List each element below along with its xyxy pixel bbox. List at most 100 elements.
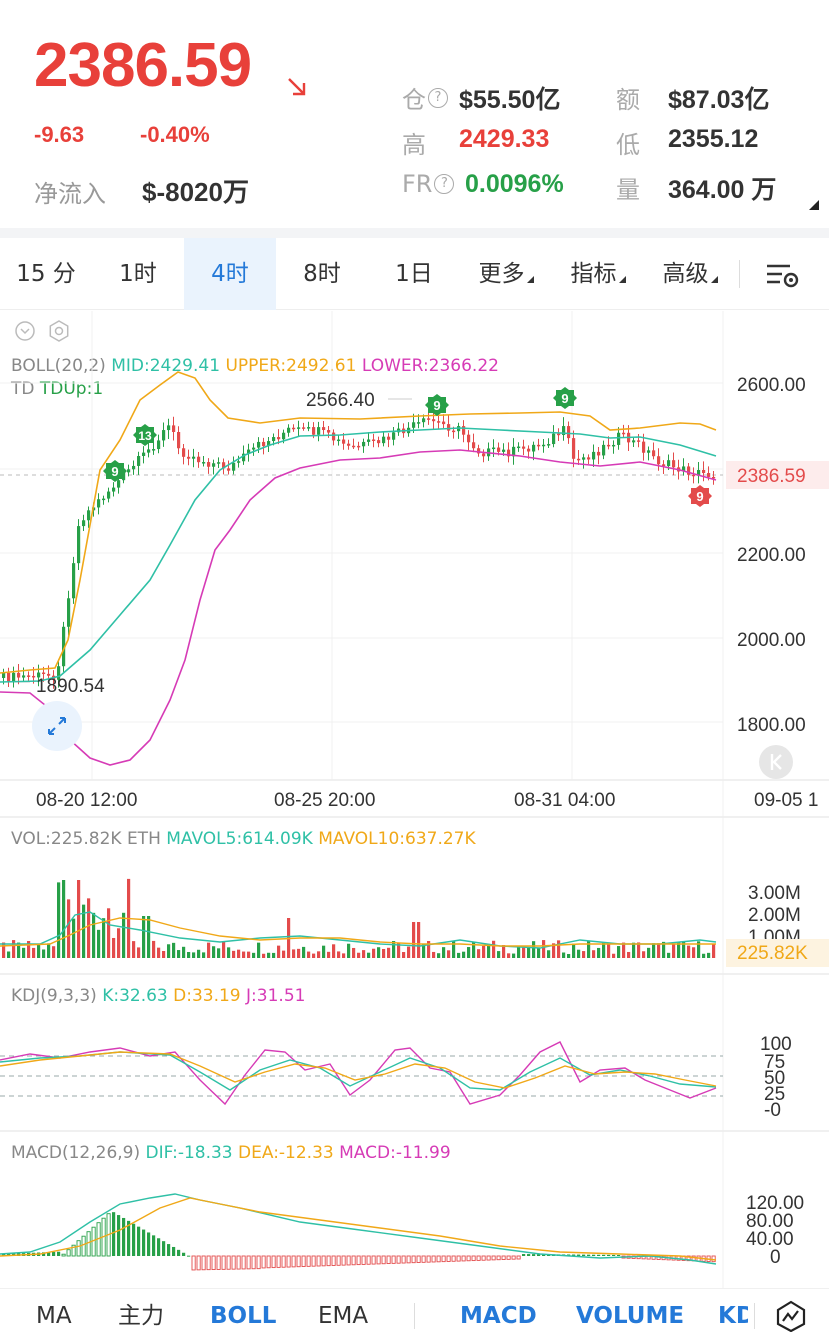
price-tick: 1800.00	[737, 715, 806, 736]
candle	[62, 626, 66, 667]
volume-bar	[122, 912, 126, 958]
funding-rate-value: 0.0096%	[465, 170, 564, 198]
candle	[437, 421, 441, 423]
tab-15m[interactable]: 15 分	[16, 261, 76, 287]
macd-bar	[296, 1255, 301, 1268]
kdj-tick: -0	[764, 1100, 781, 1121]
candle	[662, 464, 666, 467]
help-icon[interactable]: ?	[428, 87, 448, 108]
tab-indicators[interactable]: 指标	[552, 238, 644, 310]
macd-bar	[152, 1235, 156, 1256]
macd-bar	[167, 1244, 171, 1256]
candle	[47, 673, 51, 676]
candle	[702, 469, 706, 474]
volume-bar	[52, 946, 56, 958]
boll-lower-line	[0, 449, 717, 766]
mavol10-line	[0, 917, 716, 947]
candle	[342, 439, 346, 444]
tab-1h[interactable]: 1时	[119, 261, 157, 287]
indicator-kdj[interactable]: KD	[718, 1303, 748, 1329]
macd-bar	[617, 1254, 621, 1256]
candle	[577, 458, 581, 461]
chart-settings-icon[interactable]	[764, 260, 800, 290]
volume-bar	[102, 918, 106, 958]
collapse-icon[interactable]	[15, 321, 35, 341]
indicator-boll[interactable]: BOLL	[210, 1303, 277, 1329]
kdj-legend: KDJ(9,3,3) K:32.63 D:33.19 J:31.51	[11, 986, 305, 1006]
indicator-macd[interactable]: MACD	[460, 1303, 537, 1329]
candle	[527, 448, 531, 452]
candle	[612, 444, 616, 447]
tab-divider	[739, 260, 740, 288]
settings-gear-icon[interactable]	[49, 320, 69, 342]
volume-tag: 225.82K	[737, 943, 808, 964]
help-icon[interactable]: ?	[434, 174, 455, 194]
volume-bar	[412, 922, 416, 958]
macd-bar	[286, 1255, 291, 1268]
candle	[692, 474, 696, 477]
macd-bar	[376, 1255, 381, 1265]
macd-bar	[686, 1255, 691, 1262]
volume-bar	[272, 952, 276, 958]
candle	[187, 456, 191, 459]
macd-bar	[491, 1255, 496, 1261]
candle	[277, 437, 281, 440]
expand-corner-icon[interactable]	[809, 200, 819, 210]
drawing-tool-icon[interactable]	[776, 1300, 806, 1332]
volume-bar	[667, 952, 671, 958]
macd-bar	[137, 1226, 141, 1256]
scroll-to-latest-button[interactable]	[759, 745, 793, 779]
volume-bar	[647, 947, 651, 958]
candle	[467, 434, 471, 443]
candle	[367, 439, 371, 442]
open-interest-label[interactable]: 仓?	[402, 80, 448, 115]
fullscreen-button[interactable]	[32, 701, 82, 751]
tab-1d[interactable]: 1日	[395, 261, 433, 287]
dropdown-icon	[710, 276, 718, 283]
volume-bar	[367, 952, 371, 958]
indicator-ma[interactable]: MA	[36, 1303, 72, 1329]
macd-bar	[461, 1255, 466, 1262]
candle	[102, 498, 106, 501]
mavol5: MAVOL5:614.09K	[166, 829, 313, 849]
volume-bars	[2, 878, 716, 958]
volume-bar	[32, 947, 36, 958]
macd-bar	[446, 1255, 451, 1262]
macd-bar	[522, 1254, 526, 1256]
volume-bar	[352, 947, 356, 958]
indicator-volume[interactable]: VOLUME	[576, 1303, 685, 1329]
macd-bar	[201, 1255, 206, 1271]
down-arrow-icon	[288, 78, 306, 96]
indicator-main-force[interactable]: 主力	[118, 1303, 164, 1329]
funding-rate-label[interactable]: FR?	[402, 170, 455, 198]
tab-8h[interactable]: 8时	[303, 261, 341, 287]
td-marker-9-down: 9	[688, 485, 712, 507]
tab-more[interactable]: 更多	[460, 238, 552, 310]
candle	[647, 450, 651, 453]
volume-bar	[187, 952, 191, 958]
volume-bar	[557, 940, 561, 958]
td-marker-label: 9	[433, 398, 440, 413]
candle	[97, 499, 101, 508]
kline-chart[interactable]: 9 13 9 9 9 2566.40 1890.54 2600.00 2200.…	[0, 311, 829, 1288]
candle	[537, 444, 541, 447]
tab-4h[interactable]: 4时	[184, 238, 276, 310]
volume-bar	[262, 953, 266, 958]
volume-bar	[342, 953, 346, 958]
macd-bar	[162, 1241, 166, 1256]
kdj-tick: 50	[764, 1068, 785, 1089]
candle	[257, 441, 261, 448]
candle	[317, 427, 321, 435]
volume-bar	[547, 950, 551, 958]
candle	[297, 427, 301, 429]
candle	[697, 469, 701, 476]
candle	[12, 672, 16, 682]
macd-bar	[582, 1254, 586, 1256]
tab-advanced[interactable]: 高级	[644, 238, 736, 310]
indicator-ema[interactable]: EMA	[318, 1303, 369, 1329]
candle	[562, 426, 566, 436]
volume-bar	[622, 942, 626, 958]
volume-bar	[267, 952, 271, 958]
volume-bar	[597, 947, 601, 958]
candle	[652, 450, 656, 457]
